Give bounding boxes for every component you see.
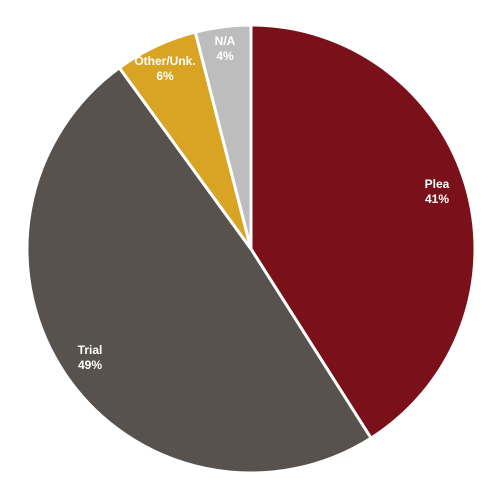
slice-label: Plea	[425, 177, 450, 191]
slices-layer	[25, 23, 477, 475]
slice-label: Other/Unk.	[134, 54, 195, 68]
pie-slice-n-a	[193, 23, 253, 251]
slice-label: Trial	[78, 343, 103, 357]
slice-value-label: 4%	[216, 49, 234, 63]
slice-label: N/A	[215, 34, 236, 48]
slice-value-label: 41%	[425, 192, 449, 206]
slice-value-label: 49%	[78, 358, 102, 372]
slice-value-label: 6%	[156, 69, 174, 83]
pie-slice-trial	[25, 66, 373, 475]
